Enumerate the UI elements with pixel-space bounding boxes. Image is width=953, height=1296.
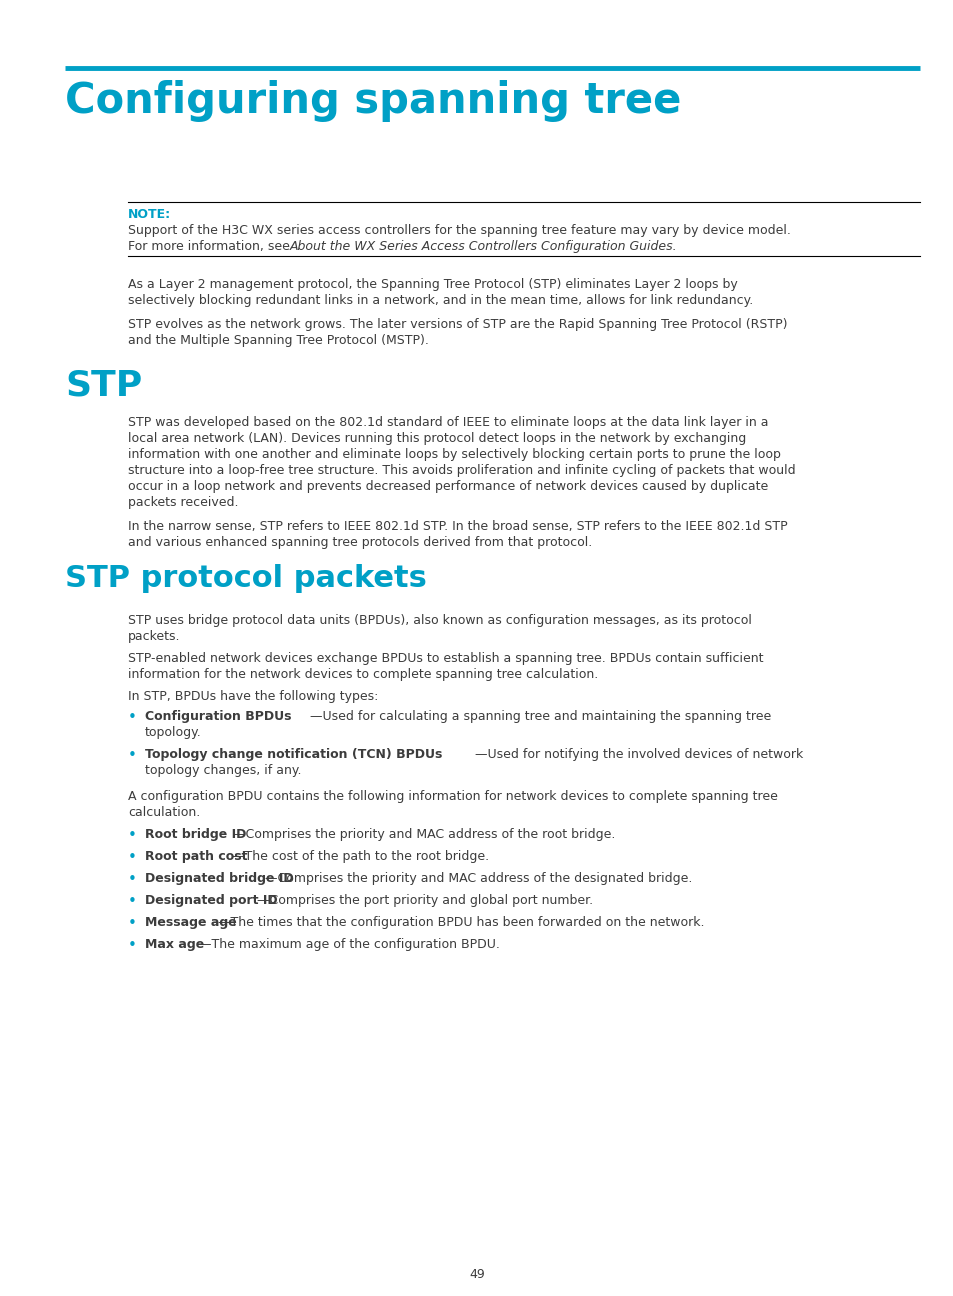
- Text: packets received.: packets received.: [128, 496, 238, 509]
- Text: 49: 49: [469, 1267, 484, 1280]
- Text: STP was developed based on the 802.1d standard of IEEE to eliminate loops at the: STP was developed based on the 802.1d st…: [128, 416, 768, 429]
- Text: packets.: packets.: [128, 630, 180, 643]
- Text: local area network (LAN). Devices running this protocol detect loops in the netw: local area network (LAN). Devices runnin…: [128, 432, 745, 445]
- Text: —Comprises the priority and MAC address of the root bridge.: —Comprises the priority and MAC address …: [233, 828, 615, 841]
- Text: STP evolves as the network grows. The later versions of STP are the Rapid Spanni: STP evolves as the network grows. The la…: [128, 318, 786, 330]
- Text: information for the network devices to complete spanning tree calculation.: information for the network devices to c…: [128, 667, 598, 680]
- Text: structure into a loop-free tree structure. This avoids proliferation and infinit: structure into a loop-free tree structur…: [128, 464, 795, 477]
- Text: Designated port ID: Designated port ID: [145, 894, 277, 907]
- Text: STP: STP: [65, 368, 142, 402]
- Text: —Used for notifying the involved devices of network: —Used for notifying the involved devices…: [475, 748, 802, 761]
- Text: Root path cost: Root path cost: [145, 850, 247, 863]
- Text: STP protocol packets: STP protocol packets: [65, 564, 426, 594]
- Text: •: •: [128, 828, 136, 842]
- Text: selectively blocking redundant links in a network, and in the mean time, allows : selectively blocking redundant links in …: [128, 294, 753, 307]
- Text: Configuring spanning tree: Configuring spanning tree: [65, 80, 680, 122]
- Text: Topology change notification (TCN) BPDUs: Topology change notification (TCN) BPDUs: [145, 748, 442, 761]
- Text: occur in a loop network and prevents decreased performance of network devices ca: occur in a loop network and prevents dec…: [128, 480, 767, 492]
- Text: •: •: [128, 850, 136, 864]
- Text: STP uses bridge protocol data units (BPDUs), also known as configuration message: STP uses bridge protocol data units (BPD…: [128, 614, 751, 627]
- Text: —Comprises the priority and MAC address of the designated bridge.: —Comprises the priority and MAC address …: [265, 872, 692, 885]
- Text: —The maximum age of the configuration BPDU.: —The maximum age of the configuration BP…: [199, 938, 499, 951]
- Text: •: •: [128, 748, 136, 763]
- Text: Configuration BPDUs: Configuration BPDUs: [145, 710, 292, 723]
- Text: information with one another and eliminate loops by selectively blocking certain: information with one another and elimina…: [128, 448, 781, 461]
- Text: —Comprises the port priority and global port number.: —Comprises the port priority and global …: [256, 894, 593, 907]
- Text: Support of the H3C WX series access controllers for the spanning tree feature ma: Support of the H3C WX series access cont…: [128, 224, 790, 237]
- Text: •: •: [128, 710, 136, 724]
- Text: About the WX Series Access Controllers Configuration Guides.: About the WX Series Access Controllers C…: [290, 240, 677, 253]
- Text: —The cost of the path to the root bridge.: —The cost of the path to the root bridge…: [232, 850, 489, 863]
- Text: NOTE:: NOTE:: [128, 207, 171, 222]
- Text: Root bridge ID: Root bridge ID: [145, 828, 246, 841]
- Text: Message age: Message age: [145, 916, 236, 929]
- Text: •: •: [128, 872, 136, 886]
- Text: In STP, BPDUs have the following types:: In STP, BPDUs have the following types:: [128, 689, 378, 702]
- Text: Max age: Max age: [145, 938, 204, 951]
- Text: STP-enabled network devices exchange BPDUs to establish a spanning tree. BPDUs c: STP-enabled network devices exchange BPD…: [128, 652, 762, 665]
- Text: —The times that the configuration BPDU has been forwarded on the network.: —The times that the configuration BPDU h…: [218, 916, 703, 929]
- Text: topology.: topology.: [145, 726, 201, 739]
- Text: calculation.: calculation.: [128, 806, 200, 819]
- Text: A configuration BPDU contains the following information for network devices to c: A configuration BPDU contains the follow…: [128, 791, 777, 804]
- Text: •: •: [128, 916, 136, 931]
- Text: •: •: [128, 894, 136, 908]
- Text: As a Layer 2 management protocol, the Spanning Tree Protocol (STP) eliminates La: As a Layer 2 management protocol, the Sp…: [128, 279, 737, 292]
- Text: •: •: [128, 938, 136, 953]
- Text: For more information, see: For more information, see: [128, 240, 294, 253]
- Text: topology changes, if any.: topology changes, if any.: [145, 765, 301, 778]
- Text: —Used for calculating a spanning tree and maintaining the spanning tree: —Used for calculating a spanning tree an…: [310, 710, 770, 723]
- Text: and various enhanced spanning tree protocols derived from that protocol.: and various enhanced spanning tree proto…: [128, 537, 592, 550]
- Text: In the narrow sense, STP refers to IEEE 802.1d STP. In the broad sense, STP refe: In the narrow sense, STP refers to IEEE …: [128, 520, 787, 533]
- Text: and the Multiple Spanning Tree Protocol (MSTP).: and the Multiple Spanning Tree Protocol …: [128, 334, 429, 347]
- Text: Designated bridge ID: Designated bridge ID: [145, 872, 294, 885]
